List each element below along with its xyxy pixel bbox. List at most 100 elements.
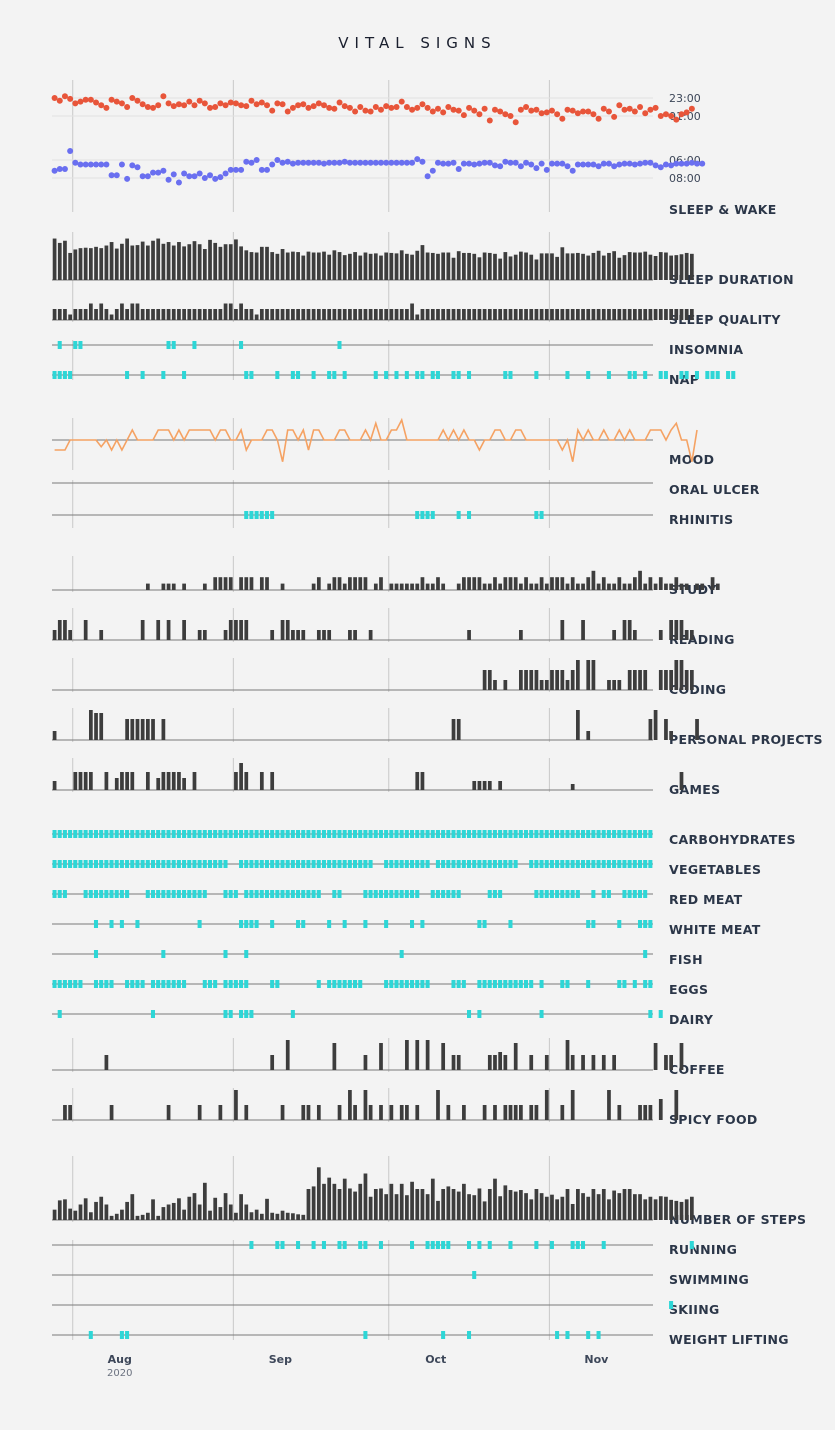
bar [280,620,285,640]
marker [275,860,280,868]
bar [353,252,357,280]
bar [519,583,523,590]
marker [492,980,497,988]
bar [456,251,461,280]
bar [384,252,389,280]
bar [472,253,477,280]
bar [384,1194,389,1220]
bedtime-point [207,104,214,111]
marker [119,1331,124,1339]
bar [560,577,565,590]
wake-point [600,160,607,167]
marker [207,980,212,988]
bar [679,583,684,590]
marker [378,890,383,898]
bar [591,660,596,690]
bedtime-point [569,107,576,114]
bar [177,1198,181,1220]
bar [109,314,114,320]
marker [570,830,575,838]
bar [145,1212,150,1220]
marker [358,980,363,988]
bar [622,620,627,640]
bar [715,583,720,590]
bar [327,583,332,590]
marker [337,341,342,349]
marker [301,920,306,928]
marker [244,511,249,519]
bar [342,309,347,320]
marker [534,830,539,838]
wake-point [67,148,74,154]
bar [270,630,275,640]
bedtime-point [103,104,110,111]
marker [363,1241,368,1249]
bar [524,577,528,590]
bar [674,620,679,640]
bar [223,630,228,640]
marker [150,860,155,868]
row-sleep-duration: SLEEP DURATION [52,238,794,287]
bar [710,577,715,590]
bar [135,303,140,320]
bar [182,1209,186,1220]
bedtime-point [284,108,291,115]
wake-point [528,161,535,168]
bar [342,1178,347,1220]
bar [555,256,560,280]
marker [244,890,249,898]
marker [580,860,586,868]
bar [410,254,414,280]
bar [280,309,285,320]
bar [52,781,57,790]
bar [487,670,492,690]
wake-point [113,172,120,179]
wake-point [507,159,514,166]
bar [622,1189,627,1220]
marker [420,920,425,928]
bar [234,772,238,790]
bedtime-point [346,104,353,111]
bedtime-point [424,104,431,111]
marker [586,920,591,928]
wake-point [502,158,509,165]
marker [404,371,409,379]
marker [529,980,534,988]
bar [368,253,373,280]
marker [384,890,389,898]
marker [161,890,166,898]
marker [192,890,197,898]
marker [213,830,218,838]
bar [368,1105,373,1120]
marker [192,830,197,838]
bar [555,577,560,590]
bar [177,309,181,320]
wake-point [533,165,540,172]
row-eggs: EGGS [52,980,708,997]
month-label-sep: Sep [269,1353,292,1366]
row-white-meat: WHITE MEAT [52,920,760,937]
bar [498,781,503,790]
marker [513,980,518,988]
bar [493,309,497,320]
bar [420,577,425,590]
marker [296,920,301,928]
bar [539,1193,544,1220]
bar [482,781,487,790]
bar [477,781,482,790]
row-oral-ulcer: ORAL ULCER [52,482,759,497]
wake-point [611,163,618,170]
marker [140,830,145,838]
bar [197,1204,202,1220]
wake-point [238,166,245,173]
bar [68,252,72,280]
bar [311,583,316,590]
marker [93,860,99,868]
bar [472,781,477,790]
wake-point [258,166,265,173]
bedtime-point [460,112,467,119]
bar [114,248,119,280]
wake-point [517,163,524,170]
